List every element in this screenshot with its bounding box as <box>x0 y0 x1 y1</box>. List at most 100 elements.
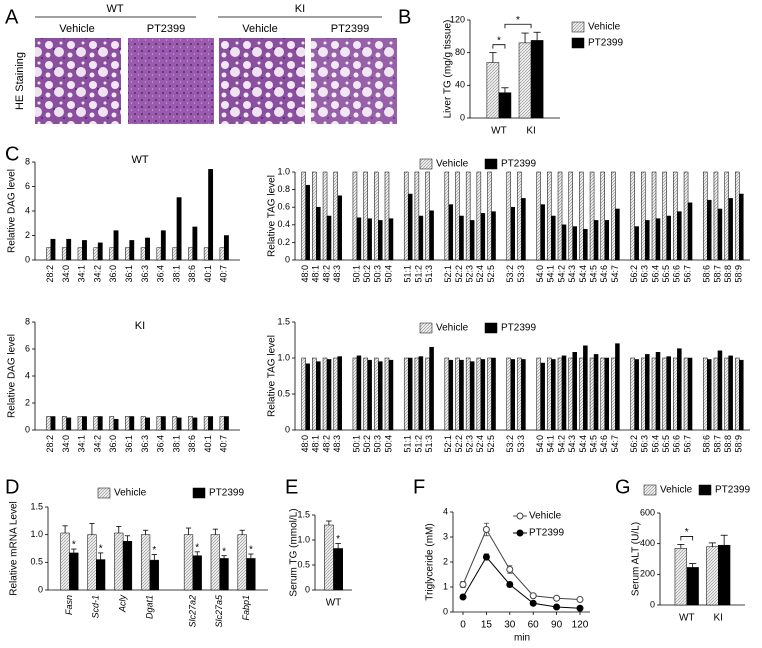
x-tick-label: 48:1 <box>311 435 321 453</box>
x-tick-label: 58:8 <box>723 435 733 453</box>
bar <box>337 195 342 261</box>
x-tick-label: 34:2 <box>92 435 102 453</box>
bar <box>149 559 159 591</box>
bar <box>641 357 646 431</box>
bar <box>572 226 577 261</box>
bar <box>579 171 584 261</box>
y-tick-label: 0.5 <box>297 559 310 569</box>
bar <box>50 238 56 261</box>
x-tick-label: 54:2 <box>556 265 566 283</box>
y-tick-label: 0 <box>25 254 30 264</box>
legend-swatch <box>484 322 498 334</box>
y-tick-label: 0.5 <box>30 557 43 567</box>
x-tick-label: 34:2 <box>92 265 102 283</box>
bar <box>50 416 56 431</box>
y-axis-label: Serum TG (mmol/L) <box>289 508 300 596</box>
y-tick-label: 6 <box>25 343 30 353</box>
marker <box>506 566 514 573</box>
bar <box>219 247 225 261</box>
bar <box>491 357 496 431</box>
x-tick-label: 51:2 <box>413 265 423 283</box>
bar <box>114 532 124 591</box>
legend-swatch <box>643 484 657 496</box>
bar <box>540 204 545 261</box>
bar <box>677 211 682 261</box>
significance-mark: * <box>685 527 689 538</box>
y-tick-label: 1.5 <box>277 316 290 326</box>
bar <box>145 237 150 261</box>
bar <box>223 235 229 261</box>
bar <box>486 62 500 119</box>
x-tick-label: WT <box>326 598 342 609</box>
group-label: KI <box>295 3 305 15</box>
bar <box>662 357 667 431</box>
bar <box>333 171 338 261</box>
bar <box>611 357 616 431</box>
row-label: HE Staining <box>14 52 26 110</box>
marker <box>482 526 490 533</box>
legend-label: Vehicle <box>436 323 469 334</box>
bar <box>673 357 678 431</box>
bar <box>176 197 182 261</box>
bar <box>322 171 328 261</box>
x-tick-label: 50:2 <box>362 265 372 283</box>
x-tick-label: 54:6 <box>599 435 609 453</box>
bar <box>384 171 390 261</box>
bar <box>557 171 563 261</box>
x-tick-label: Fasn <box>64 595 74 615</box>
bar <box>160 416 166 431</box>
x-tick-label: 54:7 <box>610 435 620 453</box>
bar <box>425 357 430 431</box>
series-line <box>462 556 581 609</box>
bar <box>530 40 544 119</box>
bar <box>487 171 492 261</box>
bar <box>356 217 362 261</box>
x-tick-label: 0 <box>460 620 466 631</box>
bar <box>145 417 150 431</box>
chart-title: KI <box>135 320 145 332</box>
bar <box>46 247 52 261</box>
series-line <box>462 528 581 600</box>
bar <box>728 355 733 431</box>
bar <box>480 213 486 261</box>
legend-swatch <box>419 322 433 334</box>
y-tick-label: 4 <box>25 370 30 380</box>
x-tick-label: 50:4 <box>383 265 393 283</box>
bar <box>160 230 166 261</box>
bar <box>316 361 321 431</box>
legend-swatch <box>698 484 712 496</box>
bar <box>568 171 573 261</box>
bar <box>418 356 424 431</box>
bar <box>403 357 409 431</box>
x-tick-label: 28:2 <box>45 435 55 453</box>
x-tick-label: 34:1 <box>77 435 87 453</box>
bar <box>717 350 723 431</box>
bar <box>476 171 482 261</box>
y-tick-label: 4 <box>443 506 448 516</box>
bar <box>66 238 72 261</box>
bar <box>210 534 220 591</box>
bar <box>188 247 193 261</box>
bar <box>388 218 394 261</box>
bar <box>589 357 595 431</box>
x-tick-label: 38:6 <box>187 435 197 453</box>
y-tick-label: 8 <box>25 156 30 166</box>
bar <box>707 359 712 431</box>
bar <box>312 357 317 431</box>
x-tick-label: 51:1 <box>403 435 413 453</box>
bar <box>374 171 379 261</box>
x-tick-label: 48:2 <box>321 265 331 283</box>
bar <box>237 534 247 591</box>
chart-title: WT <box>131 154 148 166</box>
x-tick-label: 54:1 <box>546 435 556 453</box>
x-tick-label: 54:4 <box>578 265 588 283</box>
bar <box>459 359 464 431</box>
y-axis-label: Relative DAG level <box>7 334 18 418</box>
x-tick-label: 56:5 <box>661 435 671 453</box>
bar <box>219 416 225 431</box>
bar <box>425 171 430 261</box>
bar <box>600 357 605 431</box>
bar <box>418 215 424 261</box>
y-tick-label: 0 <box>285 424 290 434</box>
bar <box>129 416 135 431</box>
